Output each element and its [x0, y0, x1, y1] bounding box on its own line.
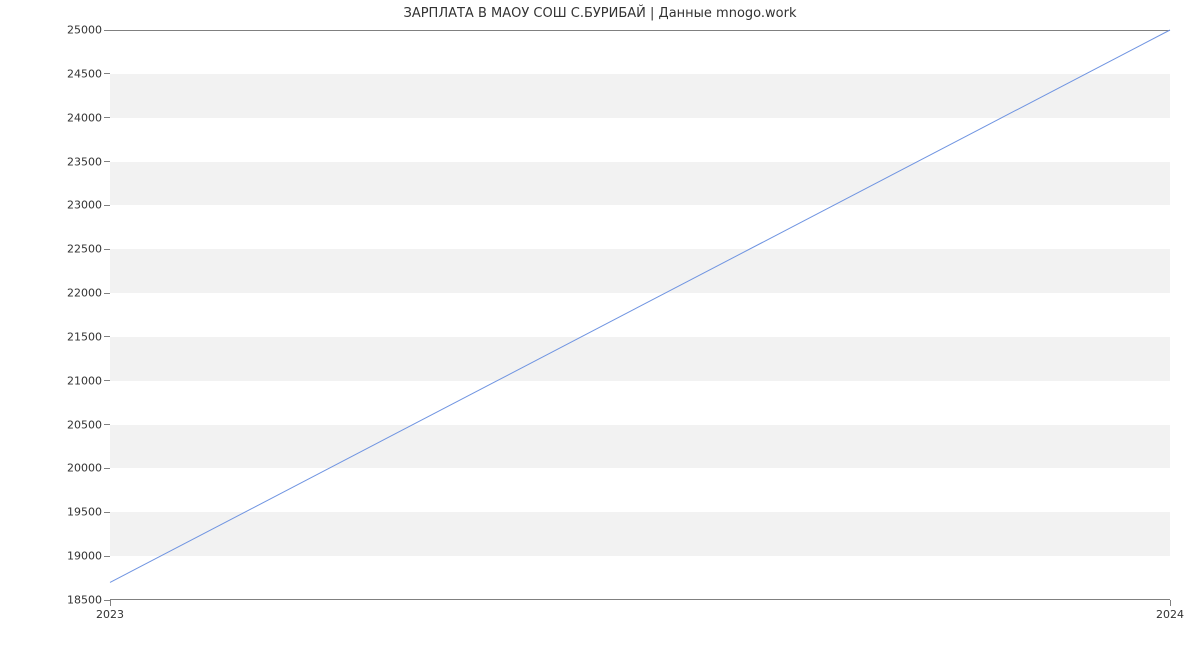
plot-area: 1850019000195002000020500210002150022000… [110, 30, 1170, 600]
y-tick-label: 22000 [67, 287, 110, 300]
y-tick-label: 23500 [67, 155, 110, 168]
series-line [110, 30, 1170, 582]
y-tick-label: 21500 [67, 330, 110, 343]
y-tick-label: 20000 [67, 462, 110, 475]
chart-line-layer [110, 30, 1170, 600]
x-tick-label: 2023 [96, 600, 124, 621]
y-tick-label: 24500 [67, 67, 110, 80]
salary-line-chart: ЗАРПЛАТА В МАОУ СОШ С.БУРИБАЙ | Данные m… [0, 0, 1200, 650]
y-tick-label: 20500 [67, 418, 110, 431]
chart-title: ЗАРПЛАТА В МАОУ СОШ С.БУРИБАЙ | Данные m… [0, 6, 1200, 21]
y-tick-label: 19500 [67, 506, 110, 519]
y-tick-label: 24000 [67, 111, 110, 124]
y-tick-label: 25000 [67, 24, 110, 37]
y-tick-label: 22500 [67, 243, 110, 256]
y-tick-label: 23000 [67, 199, 110, 212]
y-tick-label: 19000 [67, 550, 110, 563]
x-tick-label: 2024 [1156, 600, 1184, 621]
y-tick-label: 21000 [67, 374, 110, 387]
